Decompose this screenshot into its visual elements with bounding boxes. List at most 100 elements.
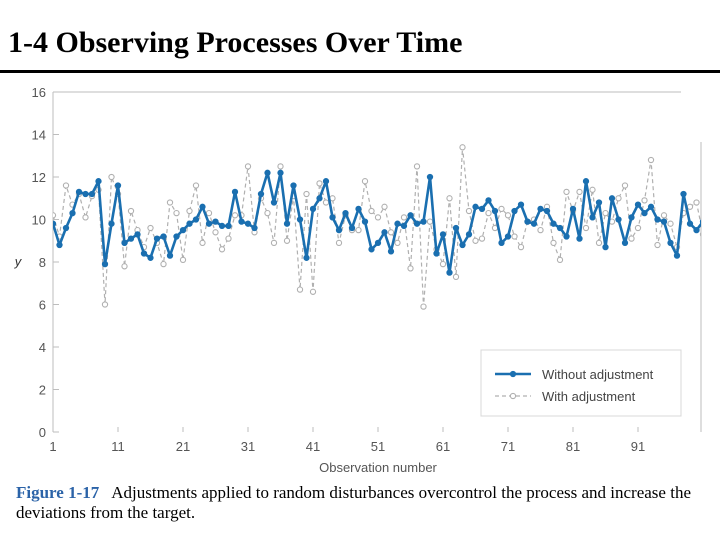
series-layer [53,144,718,310]
data-point [231,212,239,219]
data-point [478,205,486,213]
data-point [335,226,343,234]
data-point [283,237,291,244]
data-point [713,217,718,222]
y-tick-label: 0 [39,425,46,440]
data-point [563,188,570,196]
data-point [413,163,421,170]
data-point [166,252,174,259]
x-tick-label: 21 [176,439,190,454]
data-point [602,243,609,251]
data-point [511,207,518,215]
data-point [277,169,284,176]
data-point [654,216,661,223]
data-point [387,248,395,255]
data-point [166,199,174,206]
data-point [368,246,375,253]
data-point [277,163,284,170]
data-point [368,207,375,215]
data-point [459,144,466,151]
data-point [244,220,252,227]
data-point [205,220,213,227]
caption-text: Adjustments applied to random disturbanc… [16,483,691,522]
data-point [407,212,414,219]
data-point [426,218,434,225]
series-with-adjustment [53,144,701,310]
legend: Without adjustment With adjustment [480,349,682,417]
data-point [231,188,239,196]
data-point [556,256,564,264]
data-point [550,239,557,247]
data-point [192,216,200,223]
data-point [446,269,453,276]
x-tick-label: 1 [49,439,56,454]
data-point [446,195,453,202]
data-point [504,212,512,219]
data-point [608,195,616,202]
data-point [264,209,271,217]
data-point [212,218,219,225]
y-tick-label: 6 [39,298,46,313]
data-point [361,218,369,225]
data-point [303,254,310,261]
data-point [329,214,336,221]
data-point [108,220,115,227]
data-point [407,265,414,272]
data-point [153,235,161,242]
data-point [485,197,492,204]
y-tick-label: 10 [32,213,46,228]
data-point [647,203,655,210]
data-point [459,241,466,249]
data-point [283,220,291,227]
data-point [537,205,544,213]
data-point [56,241,63,249]
data-point [673,252,681,259]
data-point [290,182,297,189]
x-axis-label: Observation number [319,460,437,475]
data-point [251,224,258,232]
data-point [53,212,57,219]
data-point [686,220,694,227]
series-without-adjustment [53,169,718,276]
slide-title: 1-4 Observing Processes Over Time [8,26,463,59]
data-point [576,188,583,196]
y-tick-label: 12 [32,170,46,185]
data-point [62,224,70,232]
data-point [394,239,401,247]
data-point [140,250,148,257]
data-point [173,209,180,217]
data-point [602,209,609,217]
data-point [160,233,167,240]
y-tick-label: 4 [39,340,46,355]
data-point [517,243,525,251]
data-point [452,273,460,281]
data-point [218,246,226,253]
data-point [82,190,89,198]
y-axis-label: y [14,254,23,269]
data-point [257,190,265,198]
data-point [621,182,629,189]
data-point [576,235,583,242]
data-point [270,239,278,247]
data-point [530,220,538,227]
x-tick-label: 41 [306,439,320,454]
data-point [465,231,473,238]
x-tick-label: 91 [631,439,645,454]
data-point [524,218,531,225]
data-point [400,214,408,221]
data-point [303,190,310,198]
data-point [589,186,596,193]
data-point [465,207,473,215]
data-point [621,239,629,247]
data-point [699,219,701,225]
data-point [309,288,317,295]
data-point [472,237,479,244]
data-point [238,218,245,225]
data-point [296,216,304,223]
data-point [686,203,694,210]
data-point [225,235,232,242]
data-point [498,205,505,213]
data-point [355,205,362,213]
